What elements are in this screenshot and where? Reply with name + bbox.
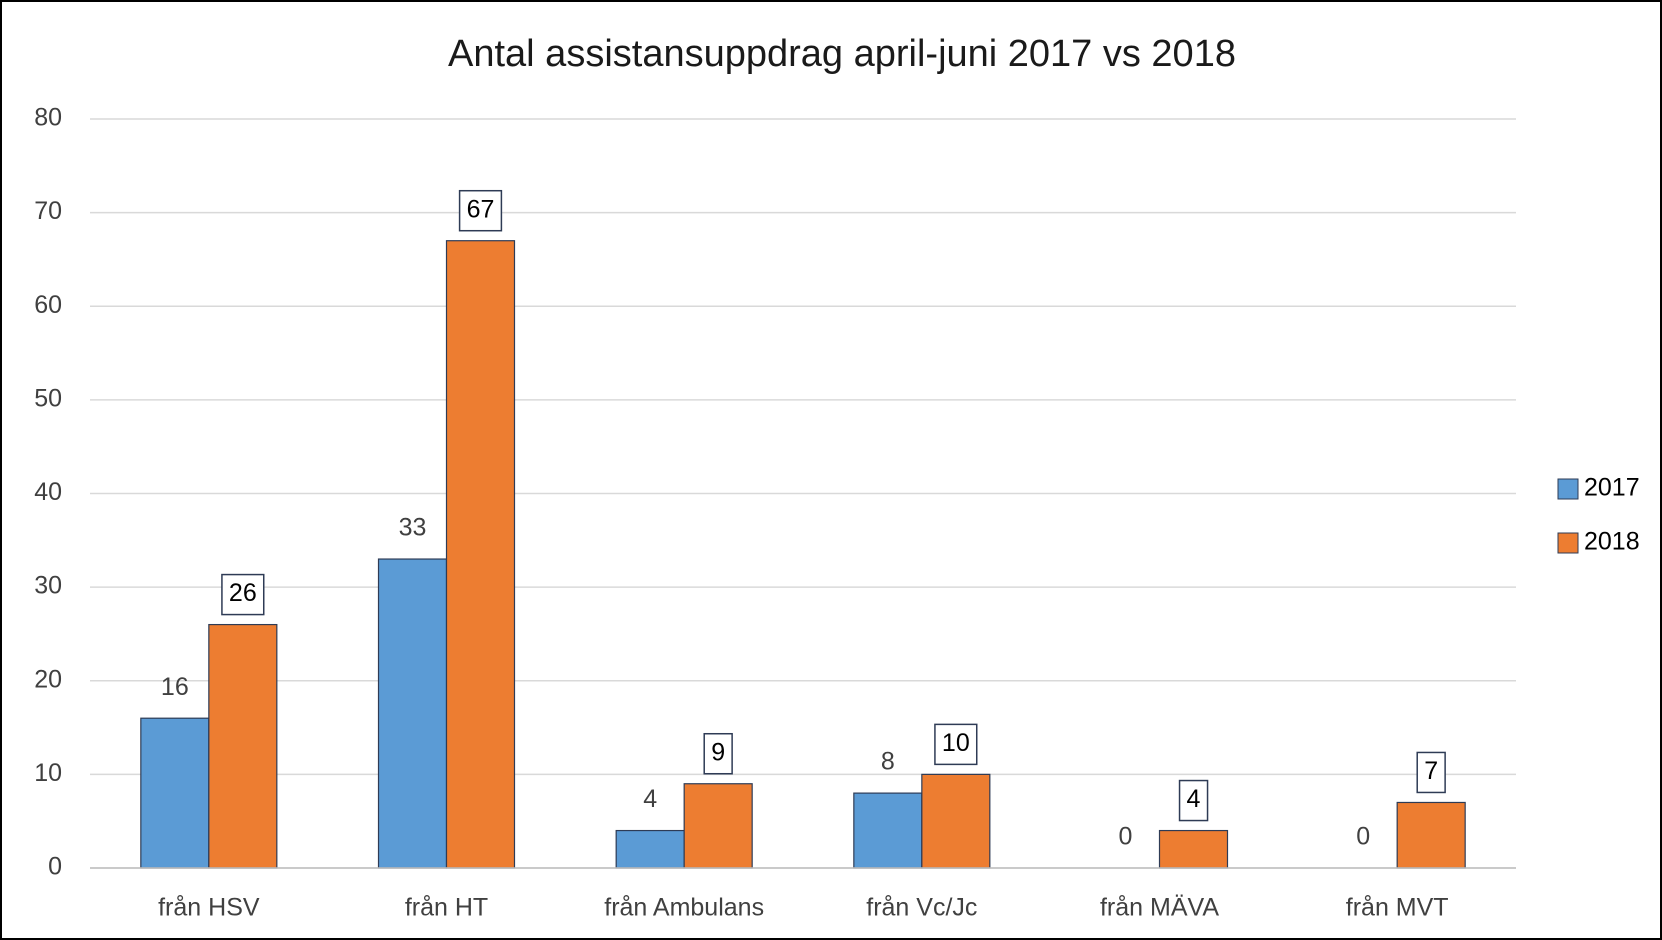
bar [853, 792, 923, 869]
data-label: 9 [711, 738, 725, 766]
bar [615, 829, 685, 869]
data-label-box [458, 189, 503, 232]
y-tick-label: 10 [34, 759, 62, 787]
data-label-box [1178, 779, 1209, 822]
legend-label: 2017 [1584, 474, 1640, 502]
chart-title: Antal assistansuppdrag april-juni 2017 v… [448, 33, 1236, 75]
legend-label: 2018 [1584, 528, 1640, 556]
data-label-box [1416, 751, 1446, 794]
data-label: 4 [1187, 785, 1201, 813]
data-label-box [703, 732, 733, 775]
legend-swatch [1557, 478, 1579, 500]
x-tick-label: från MÄVA [1100, 894, 1219, 922]
y-tick-label: 20 [34, 665, 62, 693]
data-label-box [221, 573, 265, 616]
data-label: 0 [1119, 823, 1133, 851]
data-label: 26 [229, 579, 257, 607]
data-label: 10 [942, 729, 970, 757]
data-label: 0 [1356, 823, 1370, 851]
x-tick-label: från MVT [1346, 894, 1449, 922]
legend-swatch [1557, 532, 1579, 554]
y-tick-label: 0 [48, 853, 62, 881]
data-label: 7 [1424, 757, 1438, 785]
y-tick-label: 50 [34, 384, 62, 412]
bar [1396, 801, 1466, 869]
data-label: 16 [161, 673, 189, 701]
bar [140, 717, 210, 869]
x-tick-label: från Vc/Jc [866, 894, 977, 922]
y-tick-label: 30 [34, 572, 62, 600]
y-tick-label: 40 [34, 478, 62, 506]
data-label: 67 [467, 195, 495, 223]
data-label: 8 [881, 748, 895, 776]
bar [445, 240, 516, 869]
bar [921, 773, 991, 869]
bar [683, 783, 753, 869]
y-tick-label: 70 [34, 197, 62, 225]
y-tick-label: 60 [34, 291, 62, 319]
bar [1158, 829, 1229, 869]
data-label-box [934, 723, 978, 766]
x-tick-label: från HT [405, 894, 488, 922]
data-label: 4 [643, 785, 657, 813]
y-tick-label: 80 [34, 104, 62, 132]
data-label: 33 [399, 514, 427, 542]
x-tick-label: från Ambulans [604, 894, 764, 922]
bar [208, 623, 278, 869]
x-tick-label: från HSV [158, 894, 260, 922]
bar [377, 558, 448, 869]
